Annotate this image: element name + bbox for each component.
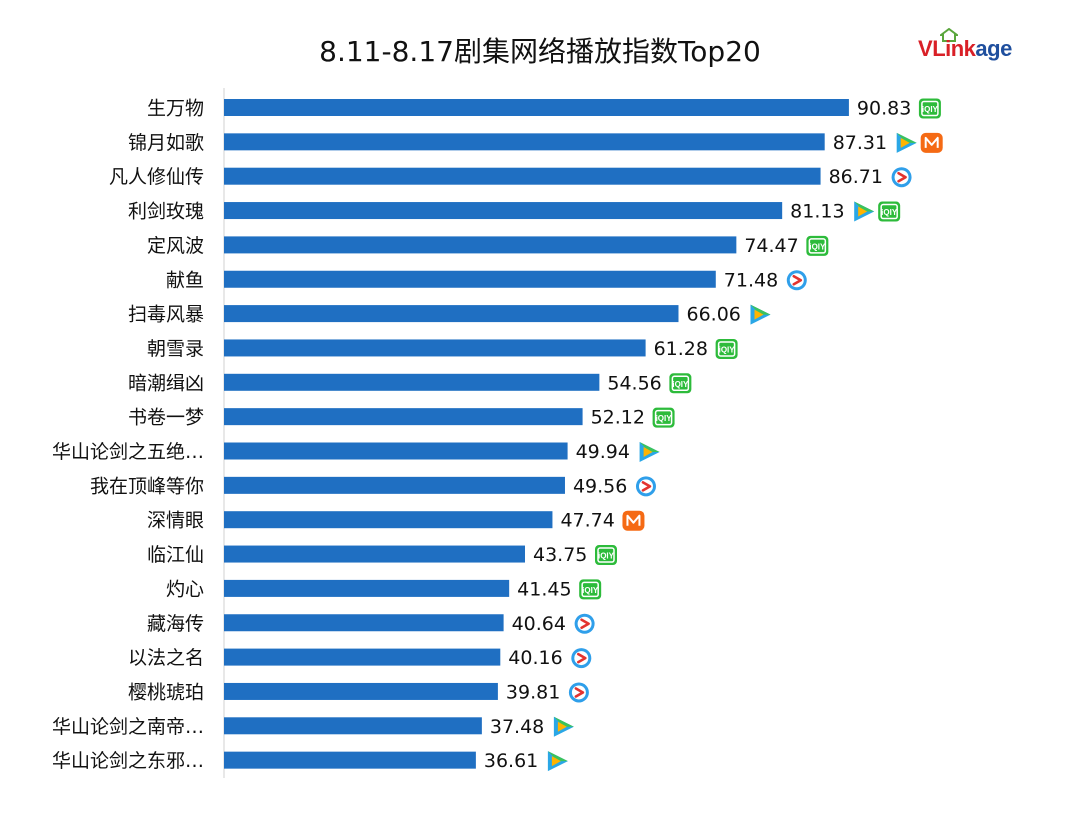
iqiyi-icon: iQIY [669,373,692,394]
bar [224,99,849,116]
value-label: 81.13 [790,201,844,223]
house-icon [940,28,958,42]
category-label: 利剑玫瑰 [128,201,204,223]
chart-title: 8.11-8.17剧集网络播放指数Top20 [319,35,761,68]
category-label: 华山论剑之东邪… [52,750,204,772]
category-label: 华山论剑之南帝… [52,716,204,738]
iqiyi-icon: iQIY [579,579,602,600]
value-label: 39.81 [506,681,560,703]
youku-icon [574,613,595,634]
tencent-video-icon [896,132,917,153]
value-label: 37.48 [490,716,544,738]
youku-icon [786,270,807,291]
category-label: 深情眼 [147,510,204,532]
bar [224,511,553,529]
value-label: 41.45 [517,578,571,600]
bar [224,408,583,426]
tencent-video-icon [553,716,574,737]
category-label: 华山论剑之五绝… [52,441,204,463]
category-label: 我在顶峰等你 [90,475,204,497]
youku-icon [635,476,656,497]
value-label: 74.47 [744,235,798,257]
bar [224,202,783,220]
bar [224,270,716,288]
bar [224,751,476,769]
bar [224,167,821,185]
iqiyi-icon: iQIY [878,201,901,222]
bar [224,648,501,666]
category-label: 藏海传 [147,613,204,635]
tencent-video-icon [750,304,771,325]
value-label: 36.61 [484,750,538,772]
value-label: 40.16 [508,647,562,669]
logo-word-age: age [975,36,1012,61]
value-label: 52.12 [591,407,645,429]
category-label: 凡人修仙传 [109,166,204,188]
bar [224,339,646,357]
bar [224,305,679,323]
category-label: 樱桃琥珀 [128,681,204,703]
iqiyi-icon: iQIY [918,98,941,119]
logo-text: VLinkage [918,36,1012,62]
value-label: 87.31 [833,132,887,154]
youku-icon [571,648,592,669]
mango-tv-icon [622,510,645,531]
mango-tv-icon [920,132,943,153]
svg-text:iQIY: iQIY [582,586,599,595]
category-label: 以法之名 [128,647,204,669]
category-label: 临江仙 [147,544,204,566]
tencent-video-icon [854,201,875,222]
bar [224,236,737,254]
svg-text:iQIY: iQIY [656,414,673,423]
iqiyi-icon: iQIY [715,338,738,359]
svg-text:iQIY: iQIY [598,552,615,561]
category-label: 朝雪录 [147,338,204,360]
category-label: 暗潮缉凶 [128,372,204,394]
tencent-video-icon [639,442,660,462]
category-label: 扫毒风暴 [128,304,204,326]
iqiyi-icon: iQIY [595,545,617,566]
bar [224,614,504,632]
value-label: 71.48 [724,269,778,291]
category-label: 灼心 [166,578,204,600]
category-label: 生万物 [147,98,204,120]
logo-word-link: Link [932,36,976,61]
value-label: 49.94 [576,441,630,463]
value-label: 90.83 [857,98,911,120]
bar [224,133,825,151]
value-label: 61.28 [654,338,708,360]
svg-text:iQIY: iQIY [922,105,939,114]
svg-text:iQIY: iQIY [809,242,826,251]
bar [224,717,482,735]
category-label: 锦月如歌 [128,132,204,154]
category-label: 献鱼 [166,269,204,291]
value-label: 86.71 [829,166,883,188]
value-label: 49.56 [573,475,627,497]
svg-text:iQIY: iQIY [881,208,898,217]
vlinkage-logo: VLinkage [918,28,1028,72]
value-label: 47.74 [560,510,614,532]
bar [224,442,568,460]
bar [224,476,565,494]
youku-icon [568,682,589,703]
value-label: 54.56 [607,372,661,394]
svg-text:iQIY: iQIY [719,345,736,354]
bar [224,373,600,391]
svg-text:iQIY: iQIY [672,380,689,389]
bar [224,579,510,597]
value-label: 40.64 [512,613,566,635]
category-label: 书卷一梦 [128,407,204,429]
iqiyi-icon: iQIY [652,407,675,428]
iqiyi-icon: iQIY [806,235,829,256]
tencent-video-icon [547,751,568,772]
logo-letter-v: V [918,36,933,61]
bar [224,545,525,563]
bar [224,682,498,700]
youku-icon [891,167,912,188]
value-label: 43.75 [533,544,587,566]
value-label: 66.06 [686,304,740,326]
category-label: 定风波 [147,235,204,257]
